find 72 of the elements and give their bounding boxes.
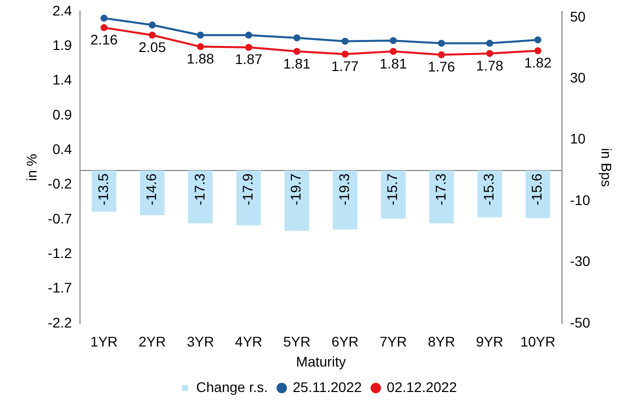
y2-tick-label: 30 bbox=[570, 70, 586, 86]
x-axis-title: Maturity bbox=[296, 353, 346, 370]
data-label: 2.16 bbox=[90, 32, 118, 48]
point bbox=[293, 48, 300, 55]
y2-tick-label: 50 bbox=[570, 8, 586, 24]
legend-label: 25.11.2022 bbox=[292, 378, 362, 395]
x-tick-label: 10YR bbox=[520, 334, 556, 350]
point bbox=[245, 44, 252, 51]
point bbox=[100, 14, 108, 22]
data-label: -15.7 bbox=[384, 173, 400, 206]
y-tick-label: -1.7 bbox=[48, 280, 72, 296]
x-tick-label: 1YR bbox=[90, 334, 118, 350]
point bbox=[148, 32, 156, 39]
y-tick-label: -0.7 bbox=[48, 210, 72, 226]
y2-tick-label: -50 bbox=[570, 314, 590, 330]
data-label: -15.3 bbox=[480, 173, 497, 206]
legend-label: Change r.s. bbox=[196, 378, 268, 395]
point bbox=[438, 40, 445, 47]
data-label: -17.3 bbox=[432, 173, 448, 206]
point bbox=[486, 50, 494, 57]
y-tick-label: -1.2 bbox=[48, 244, 72, 261]
point bbox=[293, 34, 300, 42]
data-label: 1.82 bbox=[524, 54, 552, 71]
point bbox=[342, 50, 349, 58]
point bbox=[438, 51, 445, 58]
data-label: -17.9 bbox=[240, 173, 256, 206]
data-label: 1.81 bbox=[283, 55, 311, 72]
y-tick-label: 2.4 bbox=[52, 2, 72, 18]
point bbox=[245, 32, 252, 39]
data-label: 1.76 bbox=[428, 58, 456, 75]
legend-label: 02.12.2022 bbox=[386, 378, 458, 395]
point bbox=[486, 40, 494, 47]
data-label: 1.87 bbox=[235, 51, 262, 68]
x-tick-label: 5YR bbox=[283, 334, 310, 350]
y2-tick-label: 10 bbox=[570, 130, 586, 147]
point bbox=[534, 47, 542, 54]
x-tick-label: 7YR bbox=[380, 334, 407, 350]
data-label: -19.3 bbox=[336, 173, 352, 206]
data-label: 1.88 bbox=[186, 50, 214, 67]
data-label: 1.81 bbox=[380, 55, 408, 72]
y-tick-label: 1.4 bbox=[52, 72, 72, 88]
data-label: 2.05 bbox=[138, 39, 166, 55]
point bbox=[342, 38, 349, 45]
y2-tick-label: -30 bbox=[570, 253, 590, 270]
y-tick-label: 0.4 bbox=[52, 140, 72, 157]
point bbox=[196, 43, 204, 50]
x-tick-label: 8YR bbox=[428, 334, 456, 350]
x-tick-label: 3YR bbox=[186, 334, 214, 350]
data-label: 1.78 bbox=[476, 57, 504, 74]
data-label: -14.6 bbox=[143, 173, 160, 206]
data-label: -17.3 bbox=[191, 173, 208, 206]
y2-tick-label: -10 bbox=[570, 192, 590, 208]
y-axis-title: in % bbox=[23, 154, 40, 182]
y-tick-label: -2.2 bbox=[48, 314, 72, 330]
y2-axis-title: in Bps bbox=[598, 148, 615, 187]
point bbox=[148, 21, 156, 28]
y-tick-label: 0.9 bbox=[52, 106, 72, 122]
point bbox=[390, 48, 397, 55]
point bbox=[196, 32, 204, 39]
data-label: 1.77 bbox=[331, 58, 359, 74]
point bbox=[390, 37, 397, 44]
x-tick-label: 9YR bbox=[476, 334, 504, 350]
data-label: -13.5 bbox=[94, 173, 111, 206]
point bbox=[100, 24, 108, 32]
x-tick-label: 2YR bbox=[138, 334, 166, 350]
y-tick-label: 1.9 bbox=[52, 36, 72, 53]
data-label: -19.7 bbox=[288, 173, 304, 206]
x-tick-label: 4YR bbox=[235, 334, 262, 350]
y-tick-label: -0.2 bbox=[48, 176, 72, 192]
x-tick-label: 6YR bbox=[331, 334, 359, 350]
data-label: -15.6 bbox=[528, 173, 545, 206]
point bbox=[534, 36, 542, 44]
